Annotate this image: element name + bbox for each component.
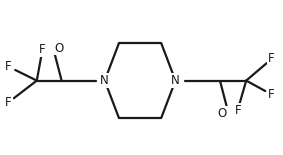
Text: N: N [171, 74, 180, 87]
Text: F: F [5, 96, 12, 109]
Text: O: O [218, 107, 227, 120]
Text: F: F [268, 88, 275, 101]
Text: F: F [268, 52, 275, 65]
Text: F: F [5, 60, 12, 73]
Text: F: F [39, 43, 46, 56]
Text: F: F [234, 104, 241, 117]
Text: O: O [55, 42, 64, 55]
Text: N: N [100, 74, 109, 87]
